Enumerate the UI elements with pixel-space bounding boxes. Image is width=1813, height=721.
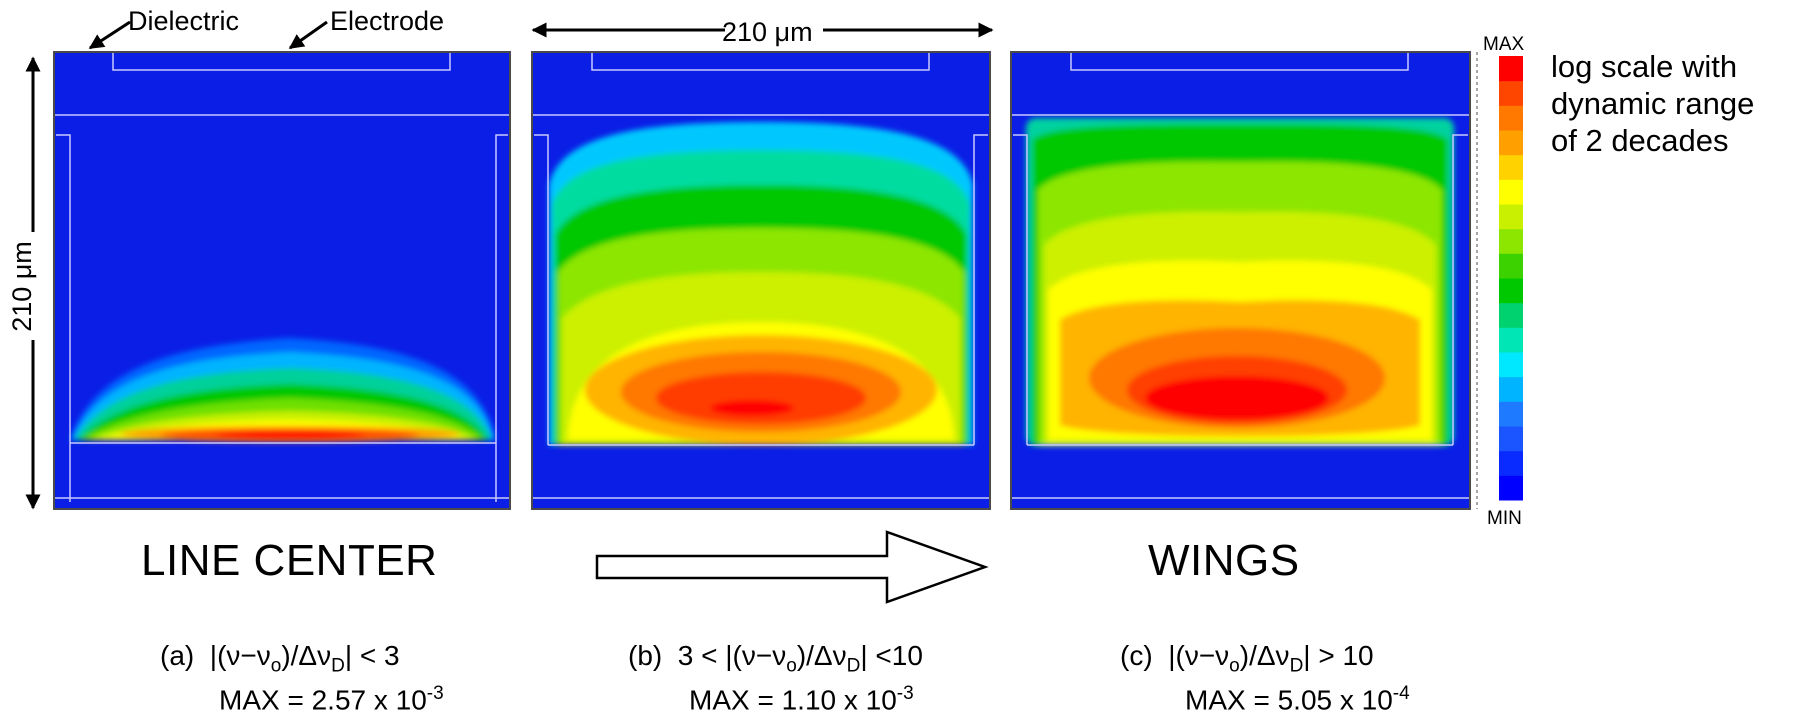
colorbar-note-line: dynamic range (1551, 86, 1755, 121)
panel-c-condition: (c) |(ν−νo)/ΔνD| > 10 (1120, 640, 1374, 678)
panel-a-geometry-lines (54, 52, 510, 502)
panel-b-cond-pre: 3 < (677, 640, 726, 671)
panel-b-cond-mid: )/Δν (796, 640, 847, 671)
panel-a-max-exp: -3 (426, 683, 444, 704)
colorbar-scale-note: log scale with dynamic range of 2 decade… (1551, 48, 1754, 159)
colorbar-min-label: MIN (1487, 508, 1522, 529)
colorbar-swatch (1499, 475, 1523, 501)
hollow-transition-arrow (595, 530, 989, 604)
panel-b-letter: (b) (628, 640, 663, 671)
panel-a-cond-main: |(ν−ν (209, 640, 271, 671)
colorbar-swatch (1499, 56, 1523, 82)
line-center-label: LINE CENTER (141, 536, 438, 585)
panel-b-cond-main: |(ν−ν (725, 640, 787, 671)
panel-b-max-exp: -3 (896, 683, 914, 704)
panel-a-cond-sub2: D (331, 655, 345, 677)
colorbar-swatch (1499, 80, 1523, 106)
panel-c-cond-sub2: D (1289, 655, 1304, 677)
width-dimension-label: 210 μm (722, 17, 813, 47)
colorbar-swatch (1499, 130, 1523, 156)
panel-a-cond-sub1: o (270, 655, 282, 677)
panel-b-cond-sub1: o (786, 655, 797, 677)
colorbar-swatch (1499, 376, 1523, 402)
panel-c-cond-main: |(ν−ν (1168, 640, 1230, 671)
panel-c-plot (1010, 51, 1471, 510)
colorbar-swatch (1499, 426, 1523, 452)
colorbar-note-line: of 2 decades (1551, 123, 1729, 158)
panel-a-contours (70, 338, 496, 442)
colorbar-swatch (1499, 204, 1523, 230)
panel-b-cond-post: | <10 (860, 640, 923, 671)
colorbar-swatch (1499, 253, 1523, 279)
electrode-label: Electrode (330, 6, 445, 36)
panel-c-cond-post: | > 10 (1303, 640, 1374, 671)
panel-b-max-text: MAX = 1.10 x 10 (689, 684, 897, 716)
panel-c-cond-mid: )/Δν (1239, 640, 1290, 671)
panel-b-cond-sub2: D (846, 655, 861, 677)
colorbar-swatch (1499, 154, 1523, 180)
colorbar-note-line: log scale with (1551, 49, 1738, 84)
panel-c-cond-sub1: o (1229, 655, 1240, 677)
panel-b-plot (531, 51, 991, 510)
panel-c-contours (1026, 118, 1454, 446)
colorbar (1499, 56, 1523, 501)
dielectric-label: Dielectric (128, 6, 240, 36)
colorbar-swatch (1499, 401, 1523, 427)
panel-a-max: MAX = 2.57 x 10-3 (219, 683, 444, 716)
panel-b-contours (549, 122, 973, 445)
colorbar-swatch (1499, 278, 1523, 304)
electrode-pointer-arrow (288, 20, 328, 50)
colorbar-swatch (1499, 105, 1523, 131)
panel-c-max-exp: -4 (1392, 683, 1410, 704)
wings-label: WINGS (1148, 536, 1300, 585)
colorbar-swatch (1499, 450, 1523, 476)
panel-c-letter: (c) (1120, 640, 1153, 671)
panel-b-max: MAX = 1.10 x 10-3 (689, 683, 914, 716)
colorbar-swatch (1499, 302, 1523, 328)
panel-a-cond-mid: )/Δν (281, 640, 332, 671)
panel-a-plot (53, 51, 511, 510)
colorbar-max-label: MAX (1483, 34, 1525, 55)
panel-a-max-text: MAX = 2.57 x 10 (219, 684, 427, 716)
panel-c-max: MAX = 5.05 x 10-4 (1185, 683, 1410, 716)
panel-b-condition: (b) 3 < |(ν−νo)/ΔνD| <10 (628, 640, 923, 678)
panel-a-condition: (a) |(ν−νo)/ΔνD| < 3 (160, 640, 400, 678)
panel-c-geometry-lines (1011, 52, 1470, 499)
panel-a-letter: (a) (160, 640, 195, 671)
panel-b-geometry-lines (532, 52, 990, 499)
colorbar-swatch (1499, 327, 1523, 353)
colorbar-swatch (1499, 228, 1523, 254)
height-dimension-label: 210 μm (6, 241, 37, 332)
colorbar-swatch (1499, 352, 1523, 378)
panel-a-cond-post: | < 3 (344, 640, 400, 671)
colorbar-swatch (1499, 179, 1523, 205)
dielectric-pointer-arrow (88, 20, 131, 50)
panel-c-max-text: MAX = 5.05 x 10 (1185, 684, 1393, 716)
